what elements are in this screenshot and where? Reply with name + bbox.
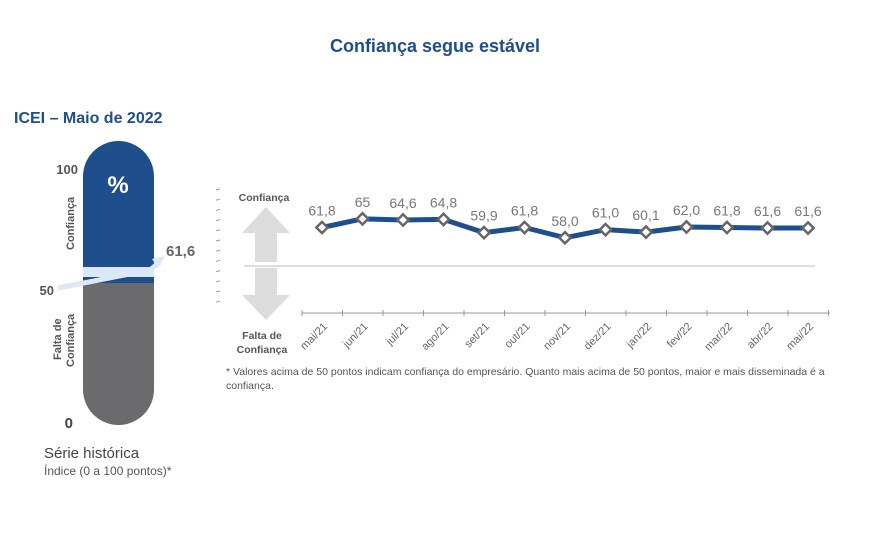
gauge-scale-100: 100 — [56, 162, 78, 177]
x-tick-label: mai/22 — [784, 321, 816, 353]
data-label: 65 — [355, 194, 371, 210]
axis-label-lack-2: Confiança — [237, 344, 288, 356]
data-point — [355, 211, 370, 227]
left-tick — [215, 300, 221, 303]
gauge-label-lack-1: Falta de — [52, 318, 64, 360]
x-tick-label: ago/21 — [419, 321, 451, 353]
left-tick — [215, 290, 221, 293]
data-label: 64,6 — [389, 195, 416, 211]
gauge-scale-50: 50 — [40, 283, 54, 298]
data-label: 64,8 — [430, 194, 457, 210]
data-label: 61,6 — [794, 203, 821, 219]
gauge-value-stripe — [83, 267, 154, 277]
left-tick — [215, 249, 221, 252]
gauge-lack-fill — [83, 283, 154, 425]
left-tick — [215, 219, 221, 222]
lack-down-arrow — [242, 268, 290, 320]
data-point — [760, 220, 775, 236]
gauge-label-confidence: Confiança — [65, 196, 77, 250]
x-tick-label: jun/21 — [340, 321, 370, 351]
gauge-label-lack-2: Confiança — [65, 313, 77, 367]
x-tick-label: mar/22 — [702, 321, 735, 354]
x-tick-label: abr/22 — [745, 321, 776, 352]
axis-label-lack-1: Falta de — [242, 330, 282, 342]
data-point — [719, 220, 735, 235]
gauge-value-label: 61,6 — [166, 243, 195, 260]
gauge-confidence-fill — [83, 141, 154, 283]
left-tick — [215, 239, 221, 242]
x-tick-label: set/21 — [462, 321, 492, 351]
data-label: 59,9 — [470, 208, 497, 224]
x-axis: mai/21 jun/21 jul/21 ago/21 set/21 out/21 nov/… — [298, 310, 830, 353]
axis-label-confidence: Confiança — [239, 192, 290, 204]
confidence-gauge: % 100 50 0 61,6 Confiança Falta de Confi… — [40, 141, 195, 432]
data-point — [800, 220, 816, 236]
x-tick-label: jul/21 — [383, 321, 411, 349]
data-label: 62,0 — [673, 202, 700, 218]
x-tick-label: jan/22 — [624, 321, 654, 351]
page-title: Confiança segue estável — [329, 36, 541, 56]
data-label: 61,8 — [511, 203, 538, 219]
data-point — [476, 225, 492, 241]
data-point — [395, 212, 411, 228]
left-tick — [215, 280, 221, 283]
data-point — [638, 224, 654, 240]
data-label: 61,8 — [713, 203, 740, 219]
left-tick — [215, 259, 221, 262]
left-tick — [215, 198, 221, 201]
x-tick-label: mai/21 — [298, 321, 330, 353]
gauge-scale-0: 0 — [65, 415, 73, 432]
data-point — [598, 222, 613, 238]
data-label: 60,1 — [632, 207, 659, 223]
gauge-symbol: % — [107, 172, 128, 199]
data-label: 61,0 — [592, 205, 619, 221]
confidence-up-arrow — [242, 207, 290, 262]
x-tick-label: nov/21 — [541, 321, 573, 353]
data-label: 58,0 — [551, 213, 578, 229]
x-tick-label: dez/21 — [582, 321, 614, 353]
gauge-arrow-head — [152, 256, 165, 268]
left-tick — [215, 188, 221, 191]
left-tick — [215, 208, 221, 211]
data-point — [517, 220, 532, 235]
x-tick-label: out/21 — [503, 321, 533, 351]
left-tick — [215, 229, 221, 232]
data-label: 61,6 — [754, 203, 781, 219]
data-label: 61,8 — [308, 203, 335, 219]
gauge-title: ICEI – Maio de 2022 — [14, 110, 163, 127]
data-point — [314, 220, 330, 235]
data-point — [436, 211, 451, 227]
left-tick — [215, 270, 221, 273]
x-tick-label: fev/22 — [665, 321, 695, 351]
data-point — [679, 219, 694, 235]
footnote: * Valores acima de 50 pontos indicam con… — [226, 366, 825, 392]
series-label: Série histórica — [44, 445, 140, 462]
index-label: Índice (0 a 100 pontos)* — [44, 464, 172, 478]
data-point — [557, 230, 573, 246]
left-tick-marks — [215, 188, 221, 303]
